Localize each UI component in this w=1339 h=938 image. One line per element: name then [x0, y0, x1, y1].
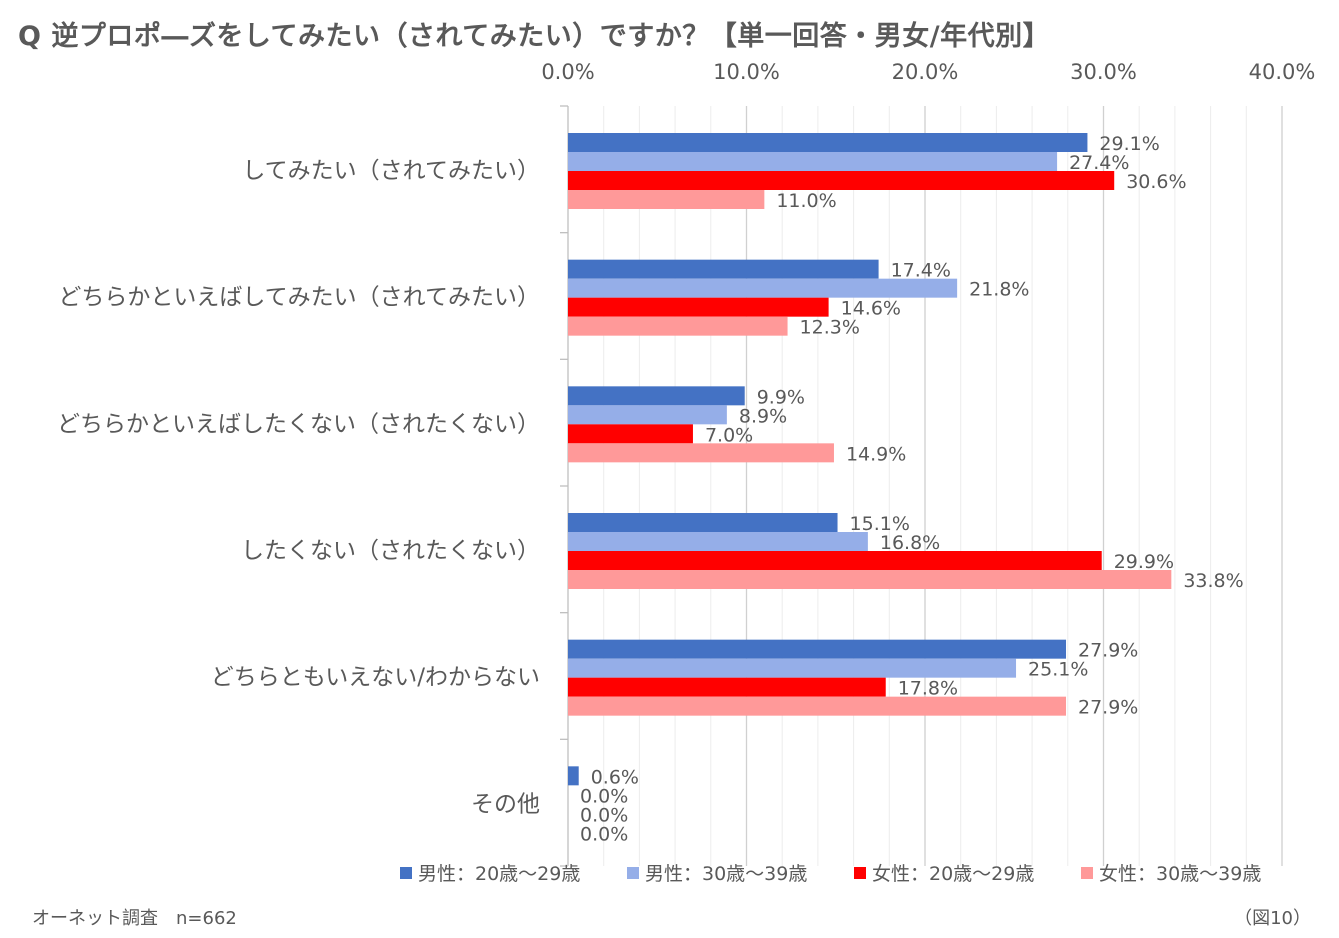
data-label: 7.0%: [705, 424, 753, 446]
category-label: したくない（されたくない）: [241, 538, 540, 564]
bar: [568, 259, 879, 279]
data-label: 27.4%: [1069, 152, 1129, 174]
data-label: 27.9%: [1078, 640, 1138, 662]
legend-label: 男性：30歳～39歳: [645, 863, 807, 885]
category-label: どちらかといえばしたくない（されたくない）: [57, 411, 540, 437]
legend-label: 男性：20歳～29歳: [418, 863, 580, 885]
legend-swatch: [400, 867, 412, 879]
data-label: 15.1%: [850, 513, 910, 535]
bar: [568, 316, 788, 336]
data-label: 27.9%: [1078, 697, 1138, 719]
bar: [568, 677, 886, 697]
data-label: 16.8%: [880, 532, 940, 554]
source-note: オーネット調査 n=662: [32, 908, 237, 929]
chart-title: Q 逆プロポ―ズをしてみたい（されてみたい）ですか？【単一回答・男女/年代別】: [18, 21, 1051, 52]
data-label: 29.9%: [1114, 551, 1174, 573]
data-label: 17.4%: [891, 260, 951, 282]
data-label: 0.0%: [580, 823, 628, 845]
x-tick-label: 20.0%: [892, 60, 959, 84]
bar: [568, 513, 838, 532]
figure-label: （図10）: [1234, 908, 1311, 929]
x-tick-label: 10.0%: [713, 60, 780, 84]
legend-swatch: [854, 867, 866, 879]
category-label: してみたい（されてみたい）: [242, 158, 540, 184]
bar: [568, 297, 829, 317]
data-label: 30.6%: [1126, 171, 1186, 193]
data-label: 25.1%: [1028, 659, 1088, 681]
data-label: 0.6%: [591, 766, 639, 788]
data-label: 8.9%: [739, 405, 787, 427]
bar: [568, 551, 1102, 570]
category-label: その他: [471, 791, 540, 817]
bar: [568, 190, 765, 209]
data-label: 33.8%: [1183, 570, 1243, 592]
legend-swatch: [627, 867, 639, 879]
bar: [568, 766, 579, 786]
x-tick-label: 0.0%: [541, 60, 594, 84]
bar: [568, 696, 1067, 716]
data-label: 11.0%: [776, 190, 836, 212]
data-label: 0.0%: [580, 785, 628, 807]
data-label: 9.9%: [757, 386, 805, 408]
data-label: 0.0%: [580, 804, 628, 826]
bar: [568, 570, 1172, 589]
bar: [568, 443, 834, 463]
category-label: どちらかといえばしてみたい（されてみたい）: [58, 285, 540, 311]
data-label: 29.1%: [1099, 133, 1159, 155]
bar: [568, 405, 727, 425]
bar: [568, 278, 958, 298]
data-label: 17.8%: [898, 678, 958, 700]
bar: [568, 133, 1088, 152]
legend-label: 女性：20歳～29歳: [872, 863, 1034, 885]
bar: [568, 152, 1058, 171]
category-label: どちらともいえない/わからない: [211, 665, 540, 691]
x-tick-label: 40.0%: [1249, 60, 1316, 84]
legend-label: 女性：30歳～39歳: [1099, 863, 1261, 885]
legend-swatch: [1081, 867, 1093, 879]
data-label: 14.9%: [846, 443, 906, 465]
bar: [568, 532, 868, 551]
bar: [568, 424, 693, 444]
data-label: 14.6%: [841, 298, 901, 320]
bar: [568, 386, 745, 406]
data-label: 21.8%: [969, 279, 1029, 301]
data-label: 12.3%: [800, 317, 860, 339]
bar: [568, 658, 1017, 678]
bar: [568, 171, 1115, 190]
x-tick-label: 30.0%: [1070, 60, 1137, 84]
bar: [568, 639, 1067, 659]
